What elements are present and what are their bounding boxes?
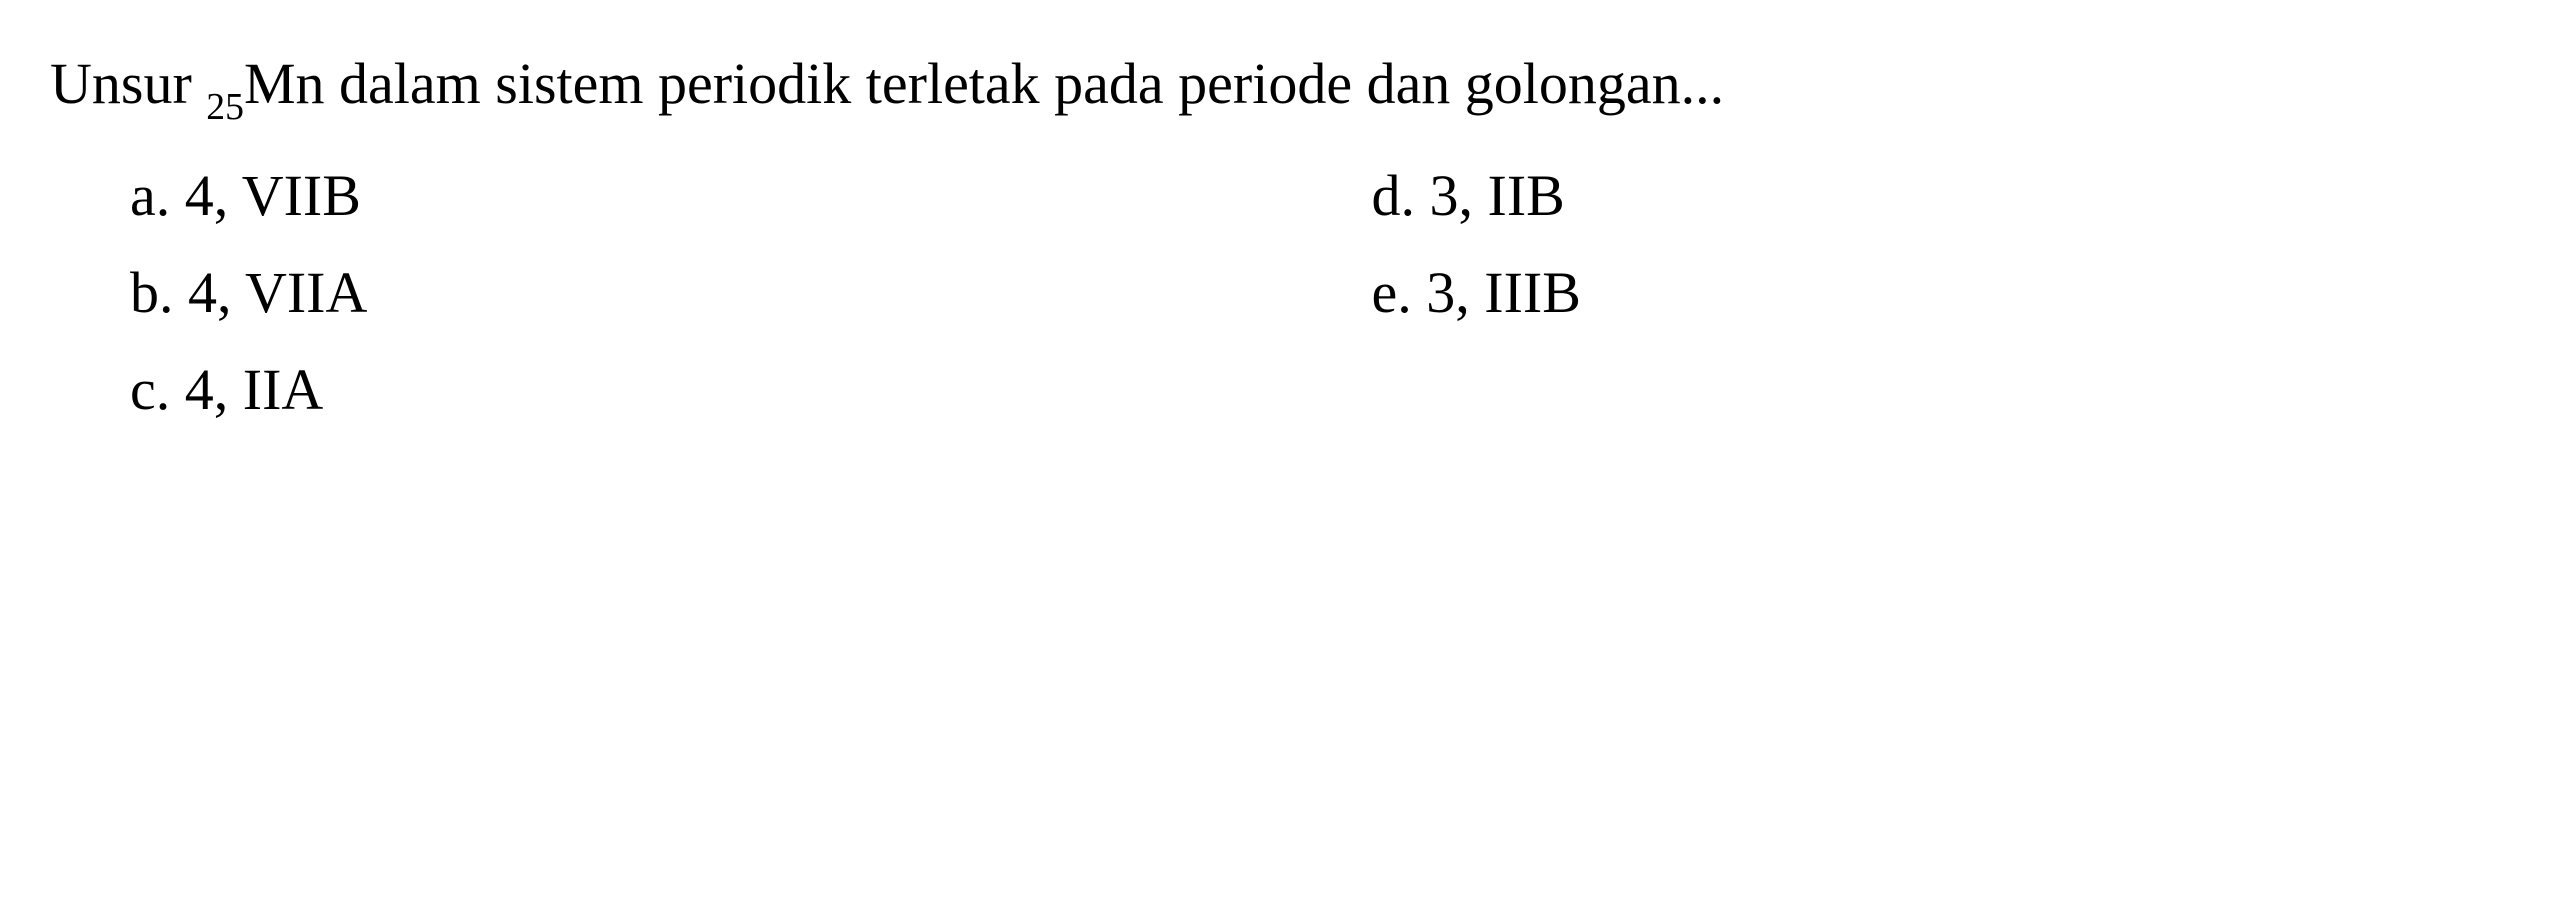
question-text: Unsur 25Mn dalam sistem periodik terleta…: [50, 40, 2513, 132]
option-c-label: c.: [130, 357, 170, 422]
option-d-value: 3, IIB: [1430, 163, 1565, 228]
option-e-value: 3, IIIB: [1426, 260, 1581, 325]
option-b-label: b.: [130, 260, 174, 325]
option-e-label: e.: [1372, 260, 1412, 325]
option-a: a. 4, VIIB: [130, 152, 1272, 239]
option-a-value: 4, VIIB: [185, 163, 361, 228]
option-b: b. 4, VIIA: [130, 249, 1272, 336]
option-c-value: 4, IIA: [185, 357, 324, 422]
option-e: e. 3, IIIB: [1372, 249, 2514, 336]
option-a-label: a.: [130, 163, 170, 228]
element-symbol: Mn: [244, 51, 325, 116]
question-part2: dalam sistem periodik terletak pada peri…: [325, 51, 1725, 116]
option-d-label: d.: [1372, 163, 1416, 228]
atomic-number-subscript: 25: [206, 86, 244, 128]
option-d: d. 3, IIB: [1372, 152, 2514, 239]
question-part1: Unsur: [50, 51, 206, 116]
options-container: a. 4, VIIB d. 3, IIB b. 4, VIIA e. 3, II…: [50, 152, 2513, 433]
option-b-value: 4, VIIA: [188, 260, 367, 325]
option-c: c. 4, IIA: [130, 346, 1272, 433]
